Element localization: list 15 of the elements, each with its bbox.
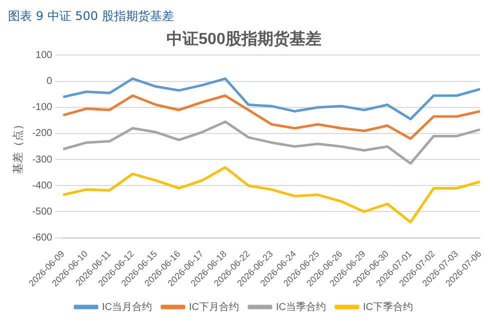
chart-title: 图表 9 中证 500 股指期货基差 (8, 8, 175, 25)
y-tick-label: 0 (46, 76, 53, 88)
y-tick-label: -600 (32, 232, 53, 244)
y-tick-label: -500 (32, 206, 53, 218)
chart-subtitle: 中证500股指期货基差 (166, 30, 322, 48)
y-axis-title: 基差（点） (12, 119, 25, 174)
y-tick-label: 100 (36, 50, 53, 61)
legend-label: IC当季合约 (276, 300, 326, 313)
legend-label: IC下月合约 (189, 300, 239, 313)
y-tick-label: -100 (32, 102, 53, 114)
legend-label: IC下季合约 (363, 300, 413, 313)
y-tick-label: -400 (32, 180, 53, 192)
y-tick-label: -200 (32, 128, 53, 140)
y-tick-label: -300 (32, 154, 53, 166)
legend-label: IC当月合约 (102, 300, 152, 313)
